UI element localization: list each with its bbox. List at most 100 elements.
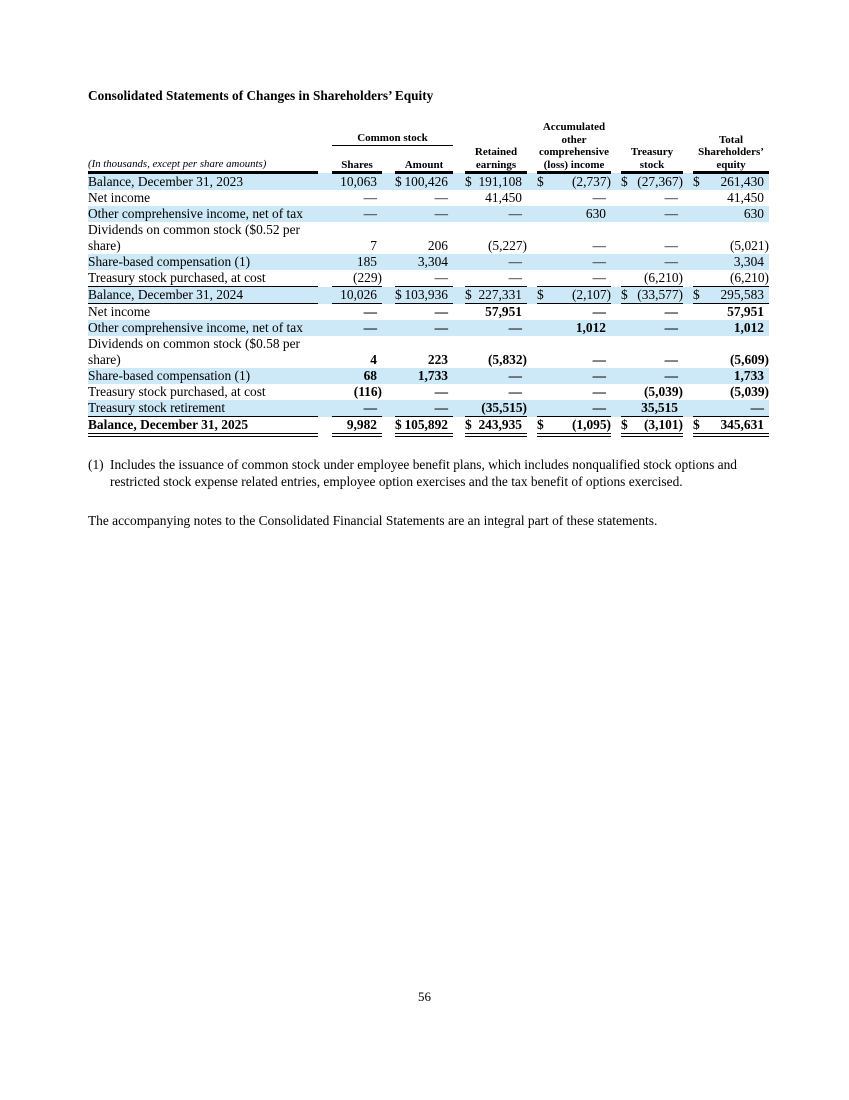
column-gap bbox=[318, 206, 332, 222]
column-gap bbox=[318, 417, 332, 436]
table-row: Other comprehensive income, net of tax — —… bbox=[88, 320, 769, 336]
cell-value: — bbox=[592, 238, 606, 253]
table-cell: — bbox=[621, 222, 683, 254]
cell-value: — bbox=[508, 254, 522, 269]
column-gap bbox=[318, 222, 332, 254]
cell-value: — bbox=[664, 206, 678, 221]
cell-value: — bbox=[434, 400, 448, 415]
row-label: Other comprehensive income, net of tax bbox=[88, 206, 318, 222]
cell-value: — bbox=[750, 400, 764, 415]
table-cell: — bbox=[395, 400, 453, 417]
footnote-text: Includes the issuance of common stock un… bbox=[110, 457, 737, 489]
table-row: Dividends on common stock ($0.52 per sha… bbox=[88, 222, 769, 254]
cell-value: 227,331 bbox=[478, 287, 522, 302]
table-cell: 206 bbox=[395, 222, 453, 254]
column-gap bbox=[318, 254, 332, 270]
row-label: Share-based compensation (1) bbox=[88, 368, 318, 384]
cell-value: 10,026 bbox=[340, 287, 377, 302]
table-cell: — bbox=[395, 270, 453, 287]
cell-value: (27,367) bbox=[637, 174, 683, 189]
column-gap bbox=[382, 190, 395, 206]
column-header-treasury-stock: Treasury stock bbox=[621, 121, 683, 174]
table-row: Dividends on common stock ($0.58 per sha… bbox=[88, 336, 769, 368]
column-header-total-equity: Total Shareholders’ equity bbox=[693, 121, 769, 174]
cell-value: (229) bbox=[352, 270, 382, 285]
table-cell: — bbox=[395, 304, 453, 321]
column-gap bbox=[683, 222, 693, 254]
dollar-sign: $ bbox=[621, 417, 628, 432]
column-gap bbox=[453, 270, 465, 287]
column-gap bbox=[527, 286, 537, 304]
table-cell: 68 bbox=[332, 368, 382, 384]
column-gap bbox=[318, 286, 332, 304]
column-gap bbox=[453, 320, 465, 336]
cell-value: — bbox=[664, 254, 678, 269]
table-cell: — bbox=[332, 190, 382, 206]
column-header-shares: Shares bbox=[332, 145, 382, 175]
cell-value: — bbox=[592, 270, 606, 285]
table-cell: $ (3,101) bbox=[621, 416, 683, 437]
column-gap bbox=[611, 286, 621, 304]
column-gap bbox=[527, 336, 537, 368]
dollar-sign: $ bbox=[537, 417, 544, 432]
cell-value: 185 bbox=[356, 254, 377, 269]
column-gap bbox=[453, 190, 465, 206]
dollar-sign: $ bbox=[693, 174, 700, 189]
table-cell: $ (1,095) bbox=[537, 416, 611, 437]
cell-value: — bbox=[363, 206, 377, 221]
table-cell: $295,583 bbox=[693, 286, 769, 304]
cell-value: 1,012 bbox=[733, 320, 764, 335]
table-cell: $261,430 bbox=[693, 172, 769, 190]
table-cell: — bbox=[465, 270, 527, 287]
table-cell: — bbox=[621, 368, 683, 384]
cell-value: — bbox=[508, 206, 522, 221]
column-gap bbox=[527, 304, 537, 321]
column-gap bbox=[683, 206, 693, 222]
column-gap bbox=[683, 304, 693, 321]
column-gap bbox=[527, 384, 537, 400]
table-cell: — bbox=[465, 320, 527, 336]
cell-value: 103,936 bbox=[404, 287, 448, 302]
table-cell: — bbox=[693, 400, 769, 417]
cell-value: — bbox=[434, 320, 448, 335]
cell-value: — bbox=[434, 384, 448, 399]
column-gap bbox=[611, 336, 621, 368]
column-gap bbox=[611, 320, 621, 336]
table-cell: 1,012 bbox=[693, 320, 769, 336]
column-gap bbox=[453, 172, 465, 190]
cell-value: — bbox=[508, 368, 522, 383]
column-gap bbox=[611, 121, 621, 173]
table-row: Share-based compensation (1) 185 3,304 — — — 3… bbox=[88, 254, 769, 270]
cell-value: — bbox=[434, 304, 448, 319]
dollar-sign: $ bbox=[395, 174, 402, 189]
cell-value: 105,892 bbox=[404, 417, 448, 432]
column-gap bbox=[318, 384, 332, 400]
table-cell: (5,021) bbox=[693, 222, 769, 254]
column-gap bbox=[382, 368, 395, 384]
column-gap bbox=[527, 320, 537, 336]
column-header-retained-earnings: Retained earnings bbox=[465, 121, 527, 174]
column-gap bbox=[611, 400, 621, 417]
table-body: Balance, December 31, 2023 10,063 $100,426… bbox=[88, 172, 769, 437]
column-gap bbox=[382, 172, 395, 190]
column-gap bbox=[318, 320, 332, 336]
column-gap bbox=[611, 206, 621, 222]
cell-value: 3,304 bbox=[733, 254, 764, 269]
row-label: Dividends on common stock ($0.52 per sha… bbox=[88, 222, 300, 253]
column-gap bbox=[683, 368, 693, 384]
table-cell: — bbox=[621, 320, 683, 336]
table-cell: $100,426 bbox=[395, 172, 453, 190]
cell-value: 1,733 bbox=[733, 368, 764, 383]
table-cell: — bbox=[621, 254, 683, 270]
cell-value: 41,450 bbox=[727, 190, 764, 205]
cell-value: 57,951 bbox=[485, 304, 522, 319]
dollar-sign: $ bbox=[465, 417, 472, 432]
cell-value: 10,063 bbox=[340, 174, 377, 189]
cell-value: — bbox=[592, 384, 606, 399]
column-gap bbox=[683, 286, 693, 304]
column-gap bbox=[527, 417, 537, 436]
table-cell: 3,304 bbox=[693, 254, 769, 270]
table-cell: — bbox=[465, 368, 527, 384]
column-gap bbox=[683, 417, 693, 436]
column-gap bbox=[683, 190, 693, 206]
